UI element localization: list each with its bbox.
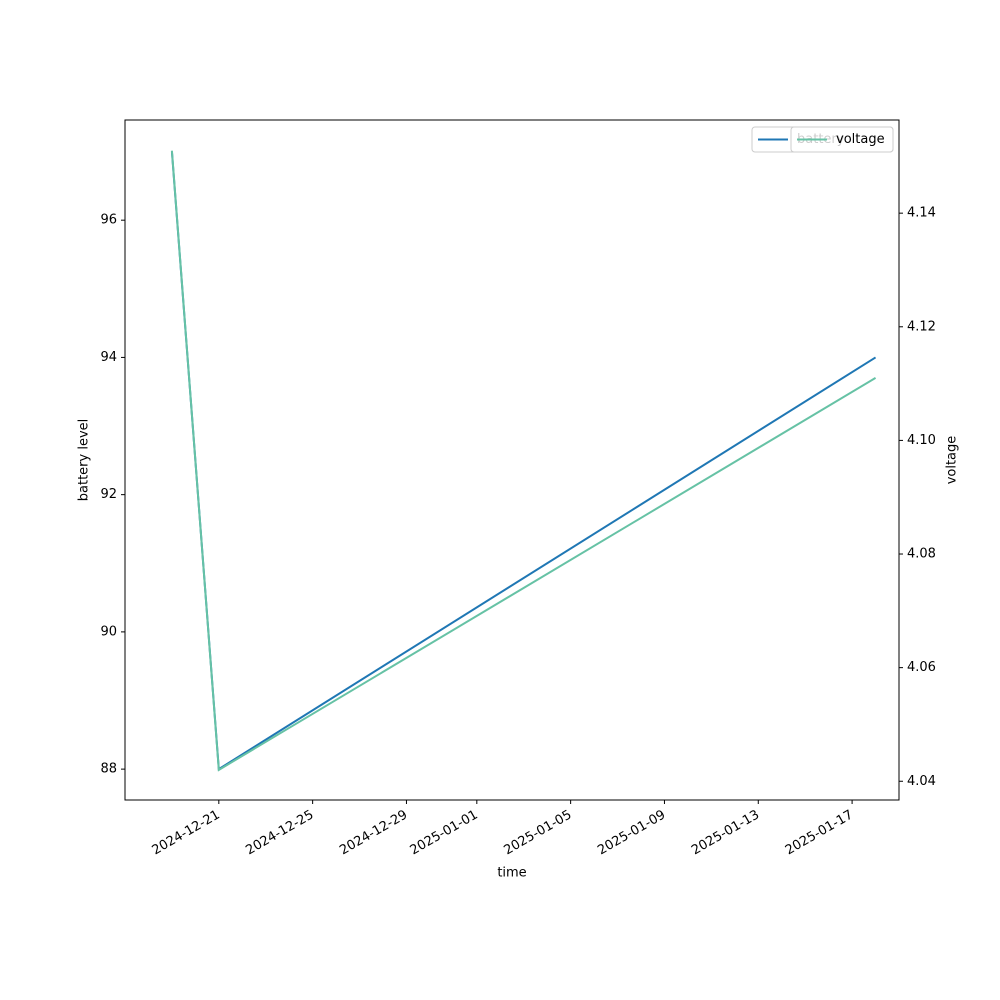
y2-axis-label: voltage [945, 436, 960, 485]
x-tick-label: 2024-12-29 [337, 808, 410, 859]
x-axis-label: time [497, 866, 526, 881]
legend-label: voltage [836, 132, 885, 147]
y-tick-label: 92 [100, 487, 117, 502]
x-tick-label: 2025-01-17 [783, 808, 856, 859]
y-tick-label: 94 [100, 350, 117, 365]
series-line [170, 150, 877, 772]
y-tick-label: 88 [100, 762, 117, 777]
y2-tick-label: 4.06 [907, 660, 936, 675]
y2-tick-label: 4.14 [907, 206, 936, 221]
legend-box [790, 126, 894, 153]
y2-tick-label: 4.10 [907, 433, 936, 448]
x-tick-label: 2025-01-13 [689, 808, 762, 859]
x-tick-label: 2024-12-21 [150, 808, 223, 859]
x-tick-label: 2025-01-01 [408, 808, 481, 859]
x-tick-label: 2025-01-05 [501, 808, 574, 859]
y2-tick-label: 4.04 [907, 774, 936, 789]
plot-frame [124, 119, 900, 801]
y-tick-label: 90 [100, 624, 117, 639]
y-axis-label: battery level [77, 419, 92, 502]
y2-tick-label: 4.08 [907, 547, 936, 562]
x-tick-label: 2024-12-25 [243, 808, 316, 859]
x-tick-label: 2025-01-09 [595, 808, 668, 859]
y2-tick-label: 4.12 [907, 319, 936, 334]
y-tick-label: 96 [100, 213, 117, 228]
series-line [170, 151, 877, 771]
